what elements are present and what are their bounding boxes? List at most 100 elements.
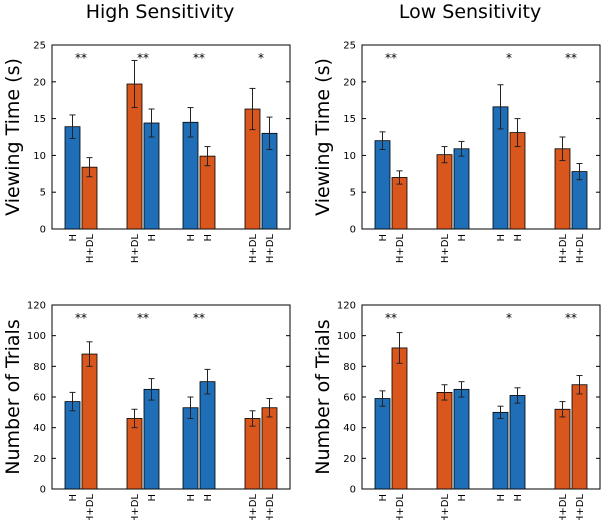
category-label: H+DL xyxy=(265,234,276,264)
bar xyxy=(199,381,216,490)
bar xyxy=(436,391,453,490)
bar xyxy=(374,398,391,490)
y-axis-label: Number of Trials xyxy=(2,319,24,474)
y-tick-label: 15 xyxy=(33,114,46,125)
y-tick-label: 100 xyxy=(337,331,356,342)
category-label: H+DL xyxy=(575,494,586,520)
bar xyxy=(571,171,588,230)
bar xyxy=(182,121,199,230)
y-tick-label: 40 xyxy=(33,423,46,434)
category-label: H+DL xyxy=(248,234,259,264)
category-label: H xyxy=(186,234,197,242)
category-label: H xyxy=(378,494,389,502)
y-tick-label: 40 xyxy=(343,423,356,434)
significance-marker: ** xyxy=(75,311,87,325)
bar xyxy=(143,388,160,490)
category-label: H+DL xyxy=(558,234,569,264)
bar xyxy=(509,395,526,490)
category-label: H+DL xyxy=(558,494,569,520)
significance-marker: ** xyxy=(137,51,149,65)
category-label: H+DL xyxy=(440,234,451,264)
category-label: H+DL xyxy=(265,494,276,520)
y-tick-label: 25 xyxy=(343,41,356,52)
bar xyxy=(492,411,509,490)
category-label: H xyxy=(513,234,524,242)
significance-marker: ** xyxy=(385,311,397,325)
y-tick-label: 60 xyxy=(343,393,356,404)
y-tick-label: 0 xyxy=(40,225,46,236)
category-label: H xyxy=(68,494,79,502)
bar xyxy=(64,126,81,230)
category-label: H xyxy=(457,234,468,242)
y-tick-label: 20 xyxy=(33,77,46,88)
y-tick-label: 15 xyxy=(343,114,356,125)
y-tick-label: 0 xyxy=(350,225,356,236)
significance-marker: ** xyxy=(137,311,149,325)
category-label: H xyxy=(147,234,158,242)
y-tick-label: 5 xyxy=(40,188,46,199)
y-tick-label: 20 xyxy=(33,454,46,465)
y-tick-label: 0 xyxy=(40,485,46,496)
y-tick-label: 100 xyxy=(27,331,46,342)
bar xyxy=(436,154,453,230)
category-label: H+DL xyxy=(85,234,96,264)
significance-marker: ** xyxy=(565,51,577,65)
significance-marker: * xyxy=(506,51,512,65)
bar xyxy=(391,347,408,490)
bar xyxy=(554,408,571,490)
category-label: H+DL xyxy=(130,234,141,264)
y-tick-label: 20 xyxy=(343,77,356,88)
significance-marker: * xyxy=(258,51,264,65)
category-label: H+DL xyxy=(440,494,451,520)
y-tick-label: 60 xyxy=(33,393,46,404)
category-label: H xyxy=(457,494,468,502)
y-tick-label: 0 xyxy=(350,485,356,496)
y-tick-label: 10 xyxy=(343,151,356,162)
category-label: H xyxy=(203,494,214,502)
significance-marker: ** xyxy=(385,51,397,65)
category-label: H xyxy=(496,234,507,242)
category-label: H xyxy=(513,494,524,502)
bar xyxy=(571,384,588,490)
y-tick-label: 120 xyxy=(27,301,46,312)
category-label: H xyxy=(378,234,389,242)
axes-frame xyxy=(51,44,291,230)
y-tick-label: 20 xyxy=(343,454,356,465)
category-label: H+DL xyxy=(130,494,141,520)
significance-marker: * xyxy=(506,311,512,325)
bar xyxy=(182,407,199,490)
significance-marker: ** xyxy=(75,51,87,65)
bar xyxy=(453,388,470,490)
column-title-low: Low Sensitivity xyxy=(399,1,541,23)
y-tick-label: 80 xyxy=(343,362,356,373)
bar xyxy=(64,401,81,490)
y-axis-label: Viewing Time (s) xyxy=(312,58,334,216)
category-label: H+DL xyxy=(248,494,259,520)
category-label: H+DL xyxy=(85,494,96,520)
axes-frame xyxy=(361,44,601,230)
category-label: H xyxy=(203,234,214,242)
bar xyxy=(143,122,160,230)
bar xyxy=(81,353,98,490)
bar xyxy=(244,418,261,490)
category-label: H xyxy=(496,494,507,502)
y-tick-label: 10 xyxy=(33,151,46,162)
significance-marker: ** xyxy=(193,311,205,325)
bar xyxy=(453,148,470,230)
bar xyxy=(261,407,278,490)
category-label: H xyxy=(147,494,158,502)
significance-marker: ** xyxy=(565,311,577,325)
category-label: H+DL xyxy=(395,494,406,520)
y-tick-label: 80 xyxy=(33,362,46,373)
y-tick-label: 120 xyxy=(337,301,356,312)
bar xyxy=(374,140,391,230)
category-label: H+DL xyxy=(575,234,586,264)
category-label: H xyxy=(186,494,197,502)
bar xyxy=(391,177,408,230)
significance-marker: ** xyxy=(193,51,205,65)
